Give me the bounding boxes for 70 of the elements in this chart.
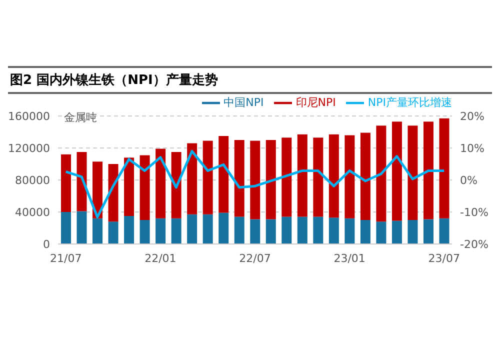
bar [392,122,402,221]
line-series [64,150,446,218]
bar [140,220,150,244]
bar [76,211,87,244]
bar [297,134,308,217]
bar [124,216,134,244]
bar [76,152,87,212]
bar [344,218,355,244]
y-tick-label: 160000 [8,110,50,123]
y2-tick-label: -20% [460,238,488,251]
bar [234,216,244,244]
bar [124,158,134,216]
bar [202,140,213,214]
bar [156,218,166,244]
legend-label: 印尼NPI [296,96,336,110]
y2-tick-label: 10% [460,142,484,155]
bar [187,214,198,244]
x-tick-label: 22/01 [144,252,176,265]
bar [202,214,213,244]
bar [250,140,260,220]
bar [171,152,182,218]
bar [439,218,450,244]
bar [360,220,370,244]
bar [234,140,244,217]
legend-label: NPI产量环比增速 [368,96,452,110]
bar [156,148,166,218]
bar [328,218,339,244]
bar [218,212,229,244]
y-tick-label: 0 [43,238,50,251]
legend-label: 中国NPI [224,96,264,110]
bar [187,143,198,214]
bar [61,212,71,244]
x-tick-label: 22/07 [239,252,271,265]
bar [171,218,182,244]
bar [408,126,418,220]
bar [282,138,292,217]
bar [108,222,118,244]
y-tick-label: 80000 [15,174,50,187]
y-axis-title: 金属吨 [64,110,97,125]
chart-title: 图2 国内外镍生铁（NPI）产量走势 [8,66,492,94]
bar [61,154,71,212]
bar [266,140,276,220]
bar [328,134,339,218]
bar [392,220,402,244]
y-tick-label: 40000 [15,206,50,219]
bar [423,122,434,220]
y2-tick-label: 0% [460,174,478,187]
x-tick-label: 21/07 [50,252,82,265]
bar [250,219,260,244]
x-tick-label: 23/07 [428,252,460,265]
bar [108,164,118,222]
y2-tick-label: 20% [460,110,484,123]
bar [344,135,355,218]
bar [313,216,324,244]
bar [313,138,324,217]
bar [266,219,276,244]
bar [218,136,229,213]
bar [282,216,292,244]
bar [297,216,308,244]
bar [439,118,450,218]
bar [376,222,386,244]
bar [140,155,150,220]
bar [92,218,103,244]
bar [423,219,434,244]
x-tick-label: 23/01 [334,252,366,265]
bar [360,132,370,220]
bar [408,220,418,244]
bar [376,126,386,222]
y2-tick-label: -10% [460,206,488,219]
y-tick-label: 120000 [8,142,50,155]
